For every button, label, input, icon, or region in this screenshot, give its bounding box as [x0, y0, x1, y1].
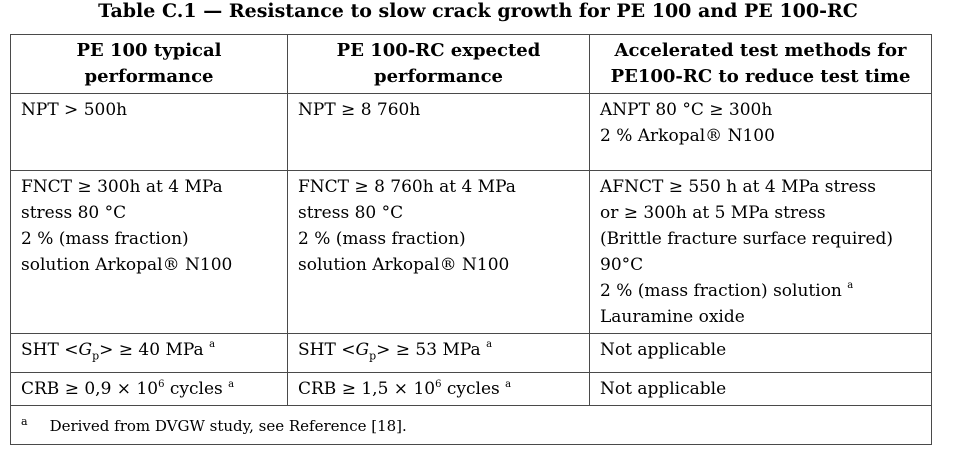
cell-line: SHT <Gp> ≥ 53 MPa a [298, 337, 581, 369]
cell-pe100rc: SHT <Gp> ≥ 53 MPa a [287, 332, 590, 374]
table-row-crb: CRB ≥ 0,9 × 106 cycles a CRB ≥ 1,5 × 106… [10, 372, 932, 407]
cell-line: CRB ≥ 1,5 × 106 cycles a [298, 376, 581, 402]
footnote-cell: a Derived from DVGW study, see Reference … [10, 405, 932, 446]
header-line: PE 100-RC expected [336, 40, 541, 61]
cell-pe100: SHT <Gp> ≥ 40 MPa a [10, 332, 288, 374]
cell-text: > ≥ 40 MPa [99, 340, 204, 360]
gp-symbol: G [78, 340, 93, 360]
exponent: 6 [435, 378, 442, 390]
footnote-ref: a [486, 339, 493, 351]
table-row-npt: NPT > 500h NPT ≥ 8 760h ANPT 80 °C ≥ 300… [10, 93, 932, 171]
cell-line: FNCT ≥ 8 760h at 4 MPa [298, 177, 516, 197]
table-title: Table C.1 — Resistance to slow crack gro… [98, 0, 858, 22]
cell-accelerated: ANPT 80 °C ≥ 300h 2 % Arkopal® N100 [589, 93, 932, 171]
cell-line: solution Arkopal® N100 [298, 255, 510, 275]
cell-text: SHT < [21, 340, 79, 360]
table-row-fnct: FNCT ≥ 300h at 4 MPa stress 80 °C 2 % (m… [10, 170, 932, 334]
cell-line: NPT > 500h [21, 100, 128, 120]
cell-line: 90°C [600, 255, 644, 275]
footnote-text: Derived from DVGW study, see Reference [… [49, 417, 407, 436]
header-accelerated: Accelerated test methods for PE100-RC to… [589, 34, 932, 94]
cell-line: or ≥ 300h at 5 MPa stress [600, 203, 826, 223]
cell-text: 2 % (mass fraction) solution [600, 281, 842, 301]
footnote-ref: a [209, 339, 216, 351]
cell-line: stress 80 °C [298, 203, 404, 223]
cell-line: SHT <Gp> ≥ 40 MPa a [21, 337, 279, 369]
header-line: PE100-RC to reduce test time [610, 66, 911, 87]
cell-line: solution Arkopal® N100 [21, 255, 233, 275]
cell-accelerated: AFNCT ≥ 550 h at 4 MPa stress or ≥ 300h … [589, 170, 932, 334]
cell-line: AFNCT ≥ 550 h at 4 MPa stress [600, 177, 876, 197]
cell-text: > ≥ 53 MPa [376, 340, 481, 360]
cell-line: NPT ≥ 8 760h [298, 100, 421, 120]
cell-line: (Brittle fracture surface required) [600, 229, 894, 249]
cell-pe100rc: FNCT ≥ 8 760h at 4 MPa stress 80 °C 2 % … [287, 170, 590, 334]
gp-symbol: G [355, 340, 370, 360]
gp-subscript: p [369, 349, 377, 363]
header-pe100rc: PE 100-RC expected performance [287, 34, 590, 94]
cell-text: CRB ≥ 1,5 × 10 [298, 379, 436, 400]
cell-text: CRB ≥ 0,9 × 10 [21, 379, 159, 400]
header-pe100: PE 100 typical performance [10, 34, 288, 94]
cell-line: Not applicable [600, 379, 727, 400]
header-line: Accelerated test methods for [614, 40, 907, 61]
cell-pe100rc: NPT ≥ 8 760h [287, 93, 590, 171]
header-line: performance [84, 66, 214, 87]
cell-line: 2 % (mass fraction) solution a [600, 278, 923, 304]
exponent: 6 [158, 378, 165, 390]
cell-pe100: CRB ≥ 0,9 × 106 cycles a [10, 372, 288, 407]
cell-text: SHT < [298, 340, 356, 360]
cell-pe100: NPT > 500h [10, 93, 288, 171]
footnote-marker: a [21, 415, 28, 429]
cell-line: 2 % (mass fraction) [298, 229, 466, 249]
cell-text: cycles [164, 379, 223, 400]
cell-accelerated: Not applicable [589, 372, 932, 407]
cell-pe100rc: CRB ≥ 1,5 × 106 cycles a [287, 372, 590, 407]
cell-line: Not applicable [600, 340, 727, 360]
table-footnote-row: a Derived from DVGW study, see Reference … [10, 405, 932, 446]
footnote-ref: a [228, 378, 235, 390]
cell-accelerated: Not applicable [589, 332, 932, 374]
table-row-sht: SHT <Gp> ≥ 40 MPa a SHT <Gp> ≥ 53 MPa a … [10, 332, 932, 374]
cell-line: FNCT ≥ 300h at 4 MPa [21, 177, 223, 197]
cell-line: 2 % Arkopal® N100 [600, 126, 775, 146]
cell-line: Lauramine oxide [600, 307, 745, 327]
footnote-ref: a [847, 280, 854, 292]
cell-line: CRB ≥ 0,9 × 106 cycles a [21, 376, 279, 402]
cell-pe100: FNCT ≥ 300h at 4 MPa stress 80 °C 2 % (m… [10, 170, 288, 334]
header-row: PE 100 typical performance PE 100-RC exp… [10, 34, 932, 94]
resistance-table: PE 100 typical performance PE 100-RC exp… [10, 34, 932, 446]
header-line: performance [374, 66, 503, 87]
footnote-ref: a [505, 378, 512, 390]
header-line: PE 100 typical [76, 40, 222, 61]
cell-line: ANPT 80 °C ≥ 300h [600, 100, 773, 120]
cell-line: stress 80 °C [21, 203, 127, 223]
cell-line: 2 % (mass fraction) [21, 229, 189, 249]
gp-subscript: p [92, 349, 100, 363]
cell-text: cycles [441, 379, 500, 400]
